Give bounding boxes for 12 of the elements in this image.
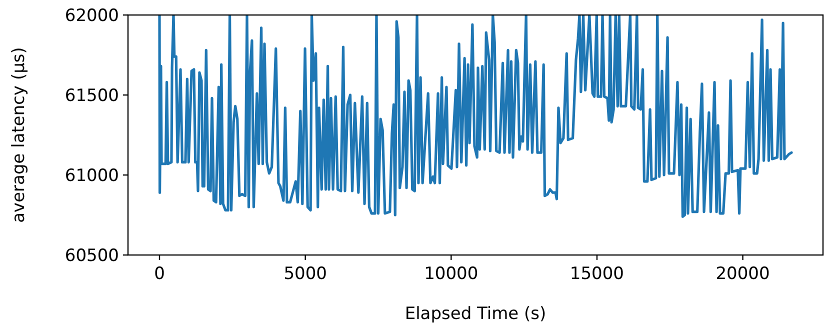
x-tick-label: 5000 bbox=[284, 264, 327, 284]
x-axis-title: Elapsed Time (s) bbox=[404, 304, 546, 324]
x-tick-label: 15000 bbox=[570, 264, 624, 284]
x-tick-label: 20000 bbox=[716, 264, 770, 284]
y-tick-label: 61500 bbox=[64, 86, 119, 106]
y-tick-label: 60500 bbox=[64, 246, 119, 266]
y-tick-label: 62000 bbox=[64, 6, 119, 26]
line-series bbox=[158, 15, 793, 218]
y-axis-title: average latency (µs) bbox=[9, 47, 29, 223]
x-tick-label: 0 bbox=[154, 264, 165, 284]
x-tick-label: 10000 bbox=[424, 264, 478, 284]
y-tick-label: 61000 bbox=[64, 166, 119, 186]
